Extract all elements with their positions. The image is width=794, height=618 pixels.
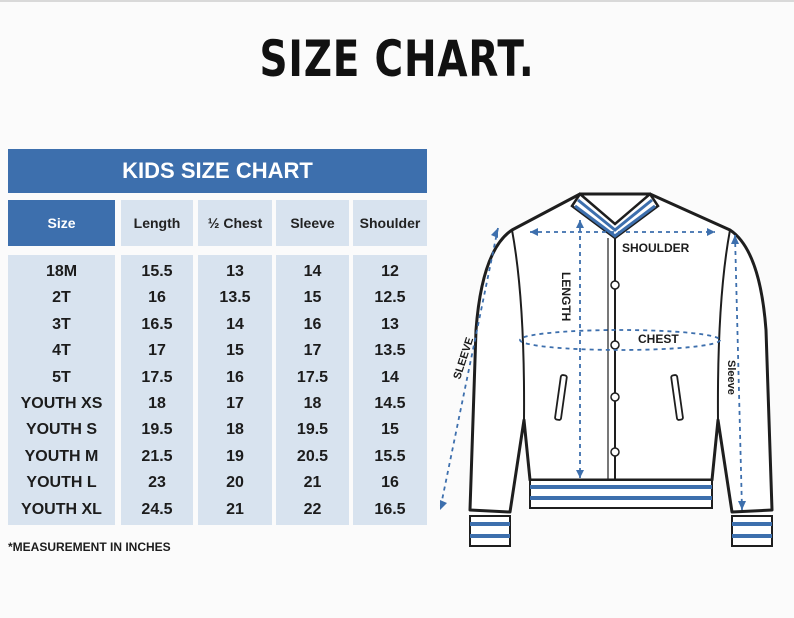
column-size: 18M 2T 3T 4T 5T YOUTH XS YOUTH S YOUTH M YOUTH L… (8, 255, 115, 525)
header-half-chest: ½ Chest (198, 200, 272, 246)
header-length: Length (121, 200, 193, 246)
table-cell: 14 (226, 315, 244, 333)
table-cell: 2T (52, 289, 71, 307)
header-sleeve: Sleeve (276, 200, 349, 246)
table-cell: 16 (381, 474, 399, 492)
measurement-guides (439, 220, 743, 511)
table-cell: YOUTH XS (20, 395, 103, 412)
table-cell: 19 (226, 447, 244, 465)
table-cell: 16 (226, 368, 244, 386)
table-cell: 12 (381, 263, 399, 280)
snap-buttons (610, 280, 620, 457)
label-sleeve-right: Sleeve (725, 360, 737, 395)
table-cell: 3T (52, 315, 71, 333)
table-cell: 15.5 (141, 263, 173, 280)
table-cell: 18M (45, 263, 78, 280)
table-cell: 18 (303, 395, 322, 412)
table-cell: 13.5 (219, 289, 251, 307)
table-cell: 21 (226, 500, 244, 518)
column-length: 15.5 16 16.5 17 17.5 18 19.5 21.5 23 24.5 (121, 255, 193, 525)
jacket-diagram: SHOULDER LENGTH CHEST SLEEVE Sleeve (439, 192, 774, 547)
table-banner: KIDS SIZE CHART (8, 149, 427, 193)
table-cell: 20 (226, 474, 244, 492)
table-cell: 5T (52, 368, 71, 386)
table-cell: 23 (148, 474, 166, 492)
column-sleeve: 14 15 16 17 17.5 18 19.5 20.5 21 22 (276, 255, 349, 525)
table-cell: 14 (303, 263, 322, 280)
page-title: SIZE CHART. (259, 30, 535, 88)
table-cell: YOUTH XL (21, 500, 102, 518)
table-cell: 15 (381, 421, 399, 439)
table-cell: YOUTH S (25, 421, 98, 439)
header-size: Size (8, 200, 115, 246)
table-cell: 21.5 (141, 447, 173, 465)
measurement-note: *MEASUREMENT IN INCHES (8, 540, 171, 554)
table-cell: 17 (148, 342, 166, 360)
table-cell: 21 (303, 474, 322, 492)
table-cell: 15 (303, 289, 322, 307)
table-cell: 18 (148, 395, 166, 412)
label-shoulder: SHOULDER (622, 241, 690, 255)
column-shoulder: 12 12.5 13 13.5 14 14.5 15 15.5 16 16.5 (353, 255, 427, 525)
label-length: LENGTH (559, 272, 573, 321)
table-cell: 13 (226, 263, 244, 280)
table-cell: YOUTH M (24, 447, 99, 465)
table-cell: 17 (226, 395, 244, 412)
table-cell: 15 (226, 342, 244, 360)
table-cell: 16.5 (374, 500, 406, 518)
label-chest: CHEST (638, 332, 679, 346)
top-divider (0, 0, 794, 2)
table-cell: 15.5 (374, 447, 406, 465)
column-half-chest: 13 13.5 14 15 16 17 18 19 20 21 (198, 255, 272, 525)
header-shoulder: Shoulder (353, 200, 427, 246)
table-cell: 19.5 (141, 421, 173, 439)
table-cell: 4T (52, 342, 71, 360)
table-cell: 18 (226, 421, 244, 439)
table-cell: 24.5 (141, 500, 173, 518)
table-cell: 16.5 (141, 315, 173, 333)
table-cell: 16 (303, 315, 322, 333)
table-cell: 14 (381, 368, 399, 386)
table-cell: 17.5 (296, 368, 329, 386)
table-cell: 20.5 (296, 447, 329, 465)
table-cell: YOUTH L (26, 474, 97, 492)
table-cell: 12.5 (374, 289, 406, 307)
jacket-outline (468, 192, 774, 514)
table-cell: 17.5 (141, 368, 173, 386)
table-cell: 13.5 (374, 342, 406, 360)
table-cell: 19.5 (296, 421, 329, 439)
table-cell: 16 (148, 289, 166, 307)
table-cell: 22 (303, 500, 322, 518)
table-cell: 17 (303, 342, 322, 360)
label-sleeve-left: SLEEVE (451, 336, 476, 381)
table-cell: 14.5 (374, 395, 406, 412)
table-cell: 13 (381, 315, 399, 333)
